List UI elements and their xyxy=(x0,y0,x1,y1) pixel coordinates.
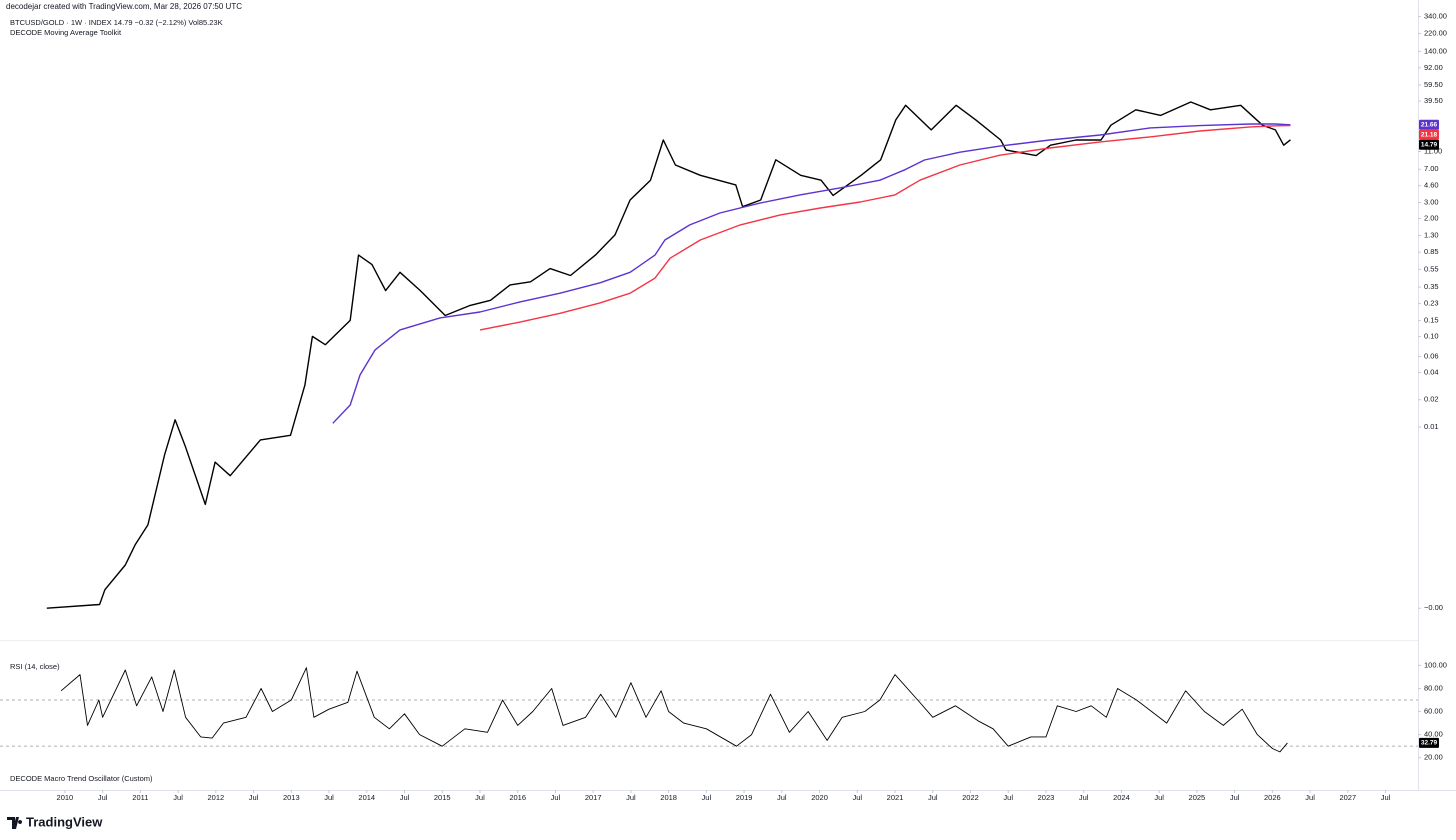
y-tick-label: 220.00 xyxy=(1424,29,1447,38)
x-tick-label: 2023 xyxy=(1038,793,1055,802)
brand-logo: TradingView xyxy=(7,814,103,829)
x-tick-label: Jul xyxy=(324,793,334,802)
y-tick-label: 0.04 xyxy=(1424,367,1439,376)
x-tick-label: 2014 xyxy=(358,793,375,802)
y-tick-label: 0.02 xyxy=(1424,395,1439,404)
y-tick-label: 20.00 xyxy=(1424,753,1443,762)
last-value-label: 14.79 xyxy=(1421,141,1438,148)
x-tick-label: Jul xyxy=(475,793,485,802)
x-tick-label: Jul xyxy=(852,793,862,802)
y-tick-label: 0.10 xyxy=(1424,331,1439,340)
x-tick-label: Jul xyxy=(928,793,938,802)
y-tick-label: 140.00 xyxy=(1424,46,1447,55)
y-tick-label: 0.01 xyxy=(1424,422,1439,431)
series-line xyxy=(60,667,1288,753)
y-tick-label: 92.00 xyxy=(1424,63,1443,72)
x-tick-label: 2026 xyxy=(1264,793,1281,802)
y-tick-label: 80.00 xyxy=(1424,683,1443,692)
x-tick-label: Jul xyxy=(98,793,108,802)
last-value-tag xyxy=(1419,129,1439,140)
x-tick-label: Jul xyxy=(1230,793,1240,802)
series-line xyxy=(479,124,1291,331)
y-tick-label: 59.50 xyxy=(1424,80,1443,89)
y-tick-label: 2.00 xyxy=(1424,213,1439,222)
y-tick-label: 0.15 xyxy=(1424,315,1439,324)
x-tick-label: Jul xyxy=(1003,793,1013,802)
y-tick-label: 0.55 xyxy=(1424,264,1439,273)
oscillator-name: DECODE Macro Trend Oscillator (Custom) xyxy=(10,774,153,783)
y-tick-label: 1.30 xyxy=(1424,230,1439,239)
rsi-title: RSI (14, close) xyxy=(10,662,60,671)
indicator-name: DECODE Moving Average Toolkit xyxy=(10,28,122,37)
x-tick-label: 2015 xyxy=(434,793,451,802)
x-tick-label: Jul xyxy=(1305,793,1315,802)
x-tick-label: 2022 xyxy=(962,793,979,802)
x-tick-label: 2020 xyxy=(811,793,828,802)
x-tick-label: 2010 xyxy=(57,793,74,802)
x-tick-label: Jul xyxy=(173,793,183,802)
x-tick-label: 2024 xyxy=(1113,793,1130,802)
y-tick-label: −0.00 xyxy=(1424,603,1443,612)
x-tick-label: Jul xyxy=(400,793,410,802)
y-tick-label: 0.35 xyxy=(1424,282,1439,291)
y-tick-label: 0.06 xyxy=(1424,351,1439,360)
series-line xyxy=(332,123,1291,424)
x-tick-label: 2025 xyxy=(1189,793,1206,802)
x-tick-label: Jul xyxy=(249,793,259,802)
y-tick-label: 3.00 xyxy=(1424,198,1439,207)
last-value-tag xyxy=(1419,119,1439,130)
x-tick-label: 2017 xyxy=(585,793,602,802)
x-tick-label: Jul xyxy=(1381,793,1391,802)
y-tick-label: 340.00 xyxy=(1424,11,1447,20)
last-value-label: 21.18 xyxy=(1421,131,1438,138)
x-tick-label: Jul xyxy=(702,793,712,802)
x-tick-label: 2021 xyxy=(887,793,904,802)
created-note: decodejar created with TradingView.com, … xyxy=(6,2,242,11)
brand-name: TradingView xyxy=(26,814,103,829)
y-tick-label: 4.60 xyxy=(1424,181,1439,190)
y-tick-label: 0.85 xyxy=(1424,247,1439,256)
last-value-label: 32.79 xyxy=(1421,740,1438,747)
last-value-tag xyxy=(1419,139,1439,150)
symbol-line: BTCUSD/GOLD · 1W · INDEX 14.79 −0.32 (−2… xyxy=(10,18,223,27)
x-tick-label: 2019 xyxy=(736,793,753,802)
y-tick-label: 40.00 xyxy=(1424,730,1443,739)
last-value-label: 21.66 xyxy=(1421,121,1438,128)
x-tick-label: 2018 xyxy=(660,793,677,802)
x-tick-label: 2013 xyxy=(283,793,300,802)
x-tick-label: Jul xyxy=(1079,793,1089,802)
x-tick-label: 2011 xyxy=(132,793,148,802)
x-tick-label: 2027 xyxy=(1339,793,1356,802)
y-tick-label: 39.50 xyxy=(1424,96,1443,105)
x-tick-label: Jul xyxy=(777,793,787,802)
x-tick-label: Jul xyxy=(551,793,561,802)
y-tick-label: 60.00 xyxy=(1424,707,1443,716)
y-tick-label: 100.00 xyxy=(1424,660,1447,669)
x-tick-label: 2016 xyxy=(509,793,526,802)
last-value-tag xyxy=(1419,737,1439,748)
y-tick-label: 7.00 xyxy=(1424,164,1439,173)
series-line xyxy=(46,101,1291,609)
y-tick-label: 11.00 xyxy=(1424,146,1442,155)
y-tick-label: 0.23 xyxy=(1424,299,1439,308)
x-tick-label: Jul xyxy=(1154,793,1164,802)
x-tick-label: Jul xyxy=(626,793,636,802)
x-tick-label: 2012 xyxy=(207,793,224,802)
